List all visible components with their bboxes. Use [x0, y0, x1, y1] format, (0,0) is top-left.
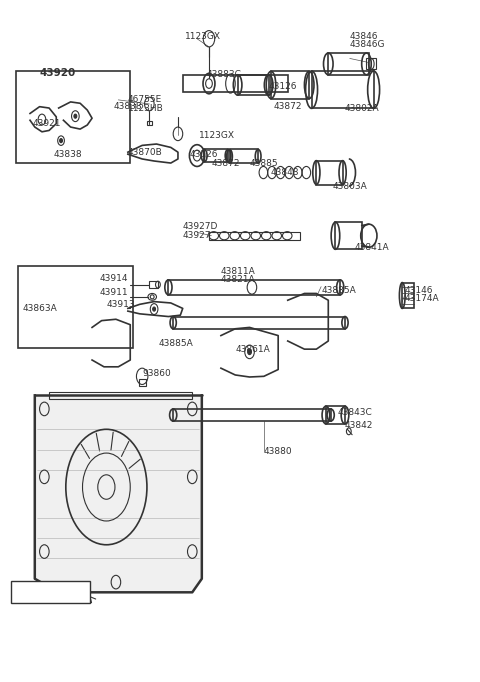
Text: 43821A: 43821A — [221, 276, 255, 284]
Text: 43870B: 43870B — [128, 148, 163, 157]
Text: 43885A: 43885A — [159, 338, 193, 348]
Text: 43911: 43911 — [99, 288, 128, 297]
Bar — [173, 316, 345, 329]
Text: REF.43-431: REF.43-431 — [28, 586, 84, 595]
Text: 43927D: 43927D — [183, 222, 218, 231]
Text: 43146: 43146 — [405, 286, 433, 295]
Text: 43920: 43920 — [39, 68, 76, 78]
Text: 43883C: 43883C — [206, 70, 241, 79]
Polygon shape — [128, 144, 178, 163]
Text: 43174A: 43174A — [405, 295, 439, 303]
Polygon shape — [92, 319, 130, 367]
Bar — [316, 161, 343, 185]
Text: 43927: 43927 — [183, 231, 211, 239]
Bar — [168, 280, 340, 295]
Text: 43126: 43126 — [190, 150, 218, 159]
Polygon shape — [35, 396, 202, 592]
Text: 43863A: 43863A — [23, 304, 58, 313]
Bar — [229, 149, 258, 163]
Text: 43914: 43914 — [99, 274, 128, 283]
Text: 43841A: 43841A — [355, 243, 389, 252]
Text: 43848: 43848 — [271, 168, 300, 177]
Bar — [139, 379, 145, 386]
Polygon shape — [288, 293, 328, 349]
Text: 1123GX: 1123GX — [185, 32, 221, 41]
Bar — [336, 222, 362, 250]
Bar — [183, 75, 288, 91]
Text: 46755E: 46755E — [128, 95, 162, 104]
Text: 43872: 43872 — [211, 158, 240, 168]
Circle shape — [248, 349, 252, 355]
Text: 43885A: 43885A — [321, 286, 356, 295]
Text: 43846G: 43846G — [350, 40, 385, 49]
Circle shape — [74, 114, 77, 118]
Text: 43880: 43880 — [264, 447, 292, 456]
Bar — [271, 72, 309, 98]
Text: 43838: 43838 — [54, 150, 83, 159]
Text: 43913: 43913 — [107, 300, 135, 309]
Bar — [238, 75, 269, 95]
Text: 43921: 43921 — [33, 119, 61, 128]
Text: 43872: 43872 — [274, 102, 302, 111]
Text: 93860: 93860 — [142, 369, 171, 378]
Bar — [18, 266, 132, 348]
Bar — [16, 72, 130, 163]
Bar — [173, 409, 331, 421]
Bar — [204, 149, 228, 162]
Bar — [149, 281, 158, 288]
Text: 43846: 43846 — [350, 32, 378, 41]
Text: 1123HB: 1123HB — [128, 104, 164, 113]
Text: 43861A: 43861A — [235, 345, 270, 355]
Text: 43838: 43838 — [114, 102, 142, 111]
Text: 43802A: 43802A — [345, 104, 380, 113]
Bar — [326, 406, 345, 424]
Circle shape — [205, 79, 212, 89]
FancyBboxPatch shape — [11, 581, 90, 602]
Text: 43842: 43842 — [345, 421, 373, 430]
Circle shape — [60, 138, 62, 143]
Polygon shape — [221, 327, 278, 377]
Text: 43126: 43126 — [269, 82, 297, 91]
Text: 43803A: 43803A — [333, 182, 368, 192]
Text: 1123GX: 1123GX — [199, 131, 235, 140]
Bar — [209, 232, 300, 240]
Circle shape — [153, 307, 156, 311]
Bar — [147, 121, 152, 125]
Bar — [328, 53, 369, 75]
Text: 43885: 43885 — [250, 158, 278, 168]
Text: 43811A: 43811A — [221, 267, 256, 276]
Bar — [402, 282, 414, 308]
Bar — [49, 392, 192, 399]
Bar — [366, 59, 376, 70]
Polygon shape — [128, 301, 183, 316]
Text: 43843C: 43843C — [338, 408, 372, 417]
Bar — [312, 71, 373, 108]
